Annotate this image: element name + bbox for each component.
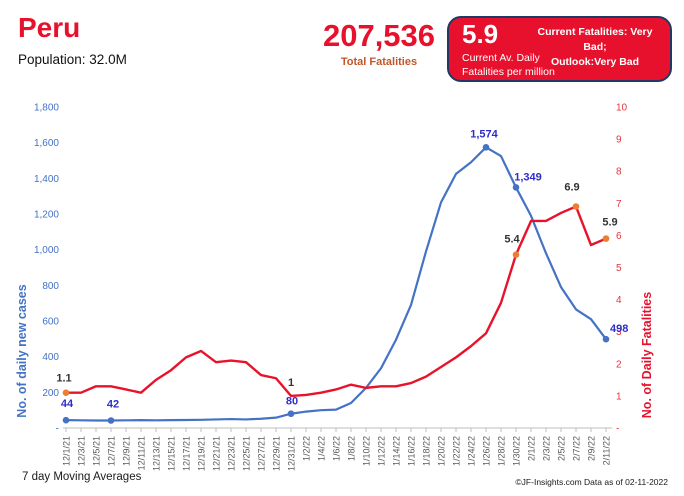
svg-text:12/3/21: 12/3/21 <box>77 436 87 466</box>
svg-text:5: 5 <box>616 263 622 274</box>
svg-text:1,600: 1,600 <box>34 138 59 149</box>
svg-text:1.1: 1.1 <box>56 373 71 385</box>
svg-text:12/13/21: 12/13/21 <box>152 436 162 471</box>
svg-text:12/19/21: 12/19/21 <box>197 436 207 471</box>
svg-text:1/24/22: 1/24/22 <box>467 436 477 466</box>
svg-text:-: - <box>616 424 619 435</box>
status-card: 5.9 Current Av. Daily Fatalities per mil… <box>447 16 672 82</box>
svg-text:1/22/22: 1/22/22 <box>452 436 462 466</box>
svg-text:3: 3 <box>616 327 622 338</box>
svg-text:12/15/21: 12/15/21 <box>167 436 177 471</box>
svg-text:12/29/21: 12/29/21 <box>272 436 282 471</box>
svg-text:1/26/22: 1/26/22 <box>482 436 492 466</box>
svg-text:10: 10 <box>616 103 628 114</box>
svg-text:1/6/22: 1/6/22 <box>332 436 342 461</box>
svg-text:1/10/22: 1/10/22 <box>362 436 372 466</box>
svg-text:1/8/22: 1/8/22 <box>347 436 357 461</box>
chart-area: 1,800 1,600 1,400 1,200 1,000 800 600 400 200 - 10… <box>0 95 684 475</box>
total-fatalities-label: Total Fatalities <box>340 55 418 68</box>
svg-text:12/21/21: 12/21/21 <box>212 436 222 471</box>
svg-text:1,349: 1,349 <box>514 171 542 183</box>
line-chart: 1,800 1,600 1,400 1,200 1,000 800 600 400 200 - 10… <box>15 103 654 472</box>
svg-text:7: 7 <box>616 199 622 210</box>
svg-text:1,200: 1,200 <box>34 210 59 221</box>
svg-text:12/27/21: 12/27/21 <box>257 436 267 471</box>
svg-text:1/28/22: 1/28/22 <box>497 436 507 466</box>
svg-text:9: 9 <box>616 135 622 146</box>
svg-text:200: 200 <box>42 388 59 399</box>
svg-text:42: 42 <box>107 399 119 411</box>
svg-text:-: - <box>56 424 59 435</box>
svg-text:4: 4 <box>616 295 622 306</box>
svg-text:5.9: 5.9 <box>602 217 617 229</box>
svg-text:12/17/21: 12/17/21 <box>182 436 192 471</box>
svg-text:2/11/22: 2/11/22 <box>602 436 612 465</box>
svg-text:2/9/22: 2/9/22 <box>587 436 597 461</box>
svg-text:2: 2 <box>616 359 622 370</box>
svg-text:2/1/22: 2/1/22 <box>527 436 537 461</box>
svg-text:1/20/22: 1/20/22 <box>437 436 447 466</box>
svg-text:12/7/21: 12/7/21 <box>107 436 117 466</box>
svg-text:1,000: 1,000 <box>34 245 59 256</box>
svg-text:1,574: 1,574 <box>470 128 498 140</box>
population-label: Population: 32.0M <box>18 52 127 67</box>
svg-text:2/5/22: 2/5/22 <box>557 436 567 461</box>
svg-text:12/31/21: 12/31/21 <box>287 436 297 471</box>
svg-text:1/4/22: 1/4/22 <box>317 436 327 461</box>
svg-text:6: 6 <box>616 231 622 242</box>
svg-text:6.9: 6.9 <box>564 182 579 194</box>
total-fatalities-block: 207,536 Total Fatalities <box>314 18 444 68</box>
svg-text:2/3/22: 2/3/22 <box>542 436 552 461</box>
status-assessment: Current Fatalities: Very Bad; Outlook:Ve… <box>537 26 653 69</box>
daily-fatalities-per-million-value: 5.9 <box>462 19 499 49</box>
svg-text:80: 80 <box>286 396 298 408</box>
svg-text:800: 800 <box>42 281 59 292</box>
svg-text:498: 498 <box>610 323 628 335</box>
page-title: Peru <box>18 12 81 43</box>
svg-text:1,800: 1,800 <box>34 103 59 114</box>
svg-text:5.4: 5.4 <box>504 234 520 246</box>
svg-text:44: 44 <box>61 398 74 410</box>
svg-text:1,400: 1,400 <box>34 174 59 185</box>
daily-fatalities-per-million-label: Current Av. Daily Fatalities per million <box>462 52 555 78</box>
svg-text:1/16/22: 1/16/22 <box>407 436 417 466</box>
svg-text:No. of daily new cases: No. of daily new cases <box>15 284 29 417</box>
copyright-credit: ©JF-Insights.com Data as of 02-11-2022 <box>515 477 668 487</box>
svg-text:1/18/22: 1/18/22 <box>422 436 432 466</box>
svg-text:1/2/22: 1/2/22 <box>302 436 312 461</box>
svg-text:400: 400 <box>42 352 59 363</box>
svg-text:1/12/22: 1/12/22 <box>377 436 387 466</box>
moving-average-note: 7 day Moving Averages <box>22 471 142 483</box>
svg-text:1: 1 <box>288 377 294 389</box>
svg-text:12/5/21: 12/5/21 <box>92 436 102 466</box>
svg-text:1: 1 <box>616 391 622 402</box>
svg-text:12/11/21: 12/11/21 <box>137 436 147 470</box>
svg-text:8: 8 <box>616 167 622 178</box>
svg-text:600: 600 <box>42 317 59 328</box>
svg-text:12/25/21: 12/25/21 <box>242 436 252 471</box>
svg-text:12/9/21: 12/9/21 <box>122 436 132 466</box>
svg-text:12/23/21: 12/23/21 <box>227 436 237 471</box>
svg-text:1/30/22: 1/30/22 <box>512 436 522 466</box>
total-fatalities-value: 207,536 <box>322 18 436 53</box>
svg-text:1/14/22: 1/14/22 <box>392 436 402 466</box>
svg-text:12/1/21: 12/1/21 <box>62 436 72 466</box>
svg-text:No. of Daily Fatalities: No. of Daily Fatalities <box>640 292 654 418</box>
svg-text:2/7/22: 2/7/22 <box>572 436 582 461</box>
